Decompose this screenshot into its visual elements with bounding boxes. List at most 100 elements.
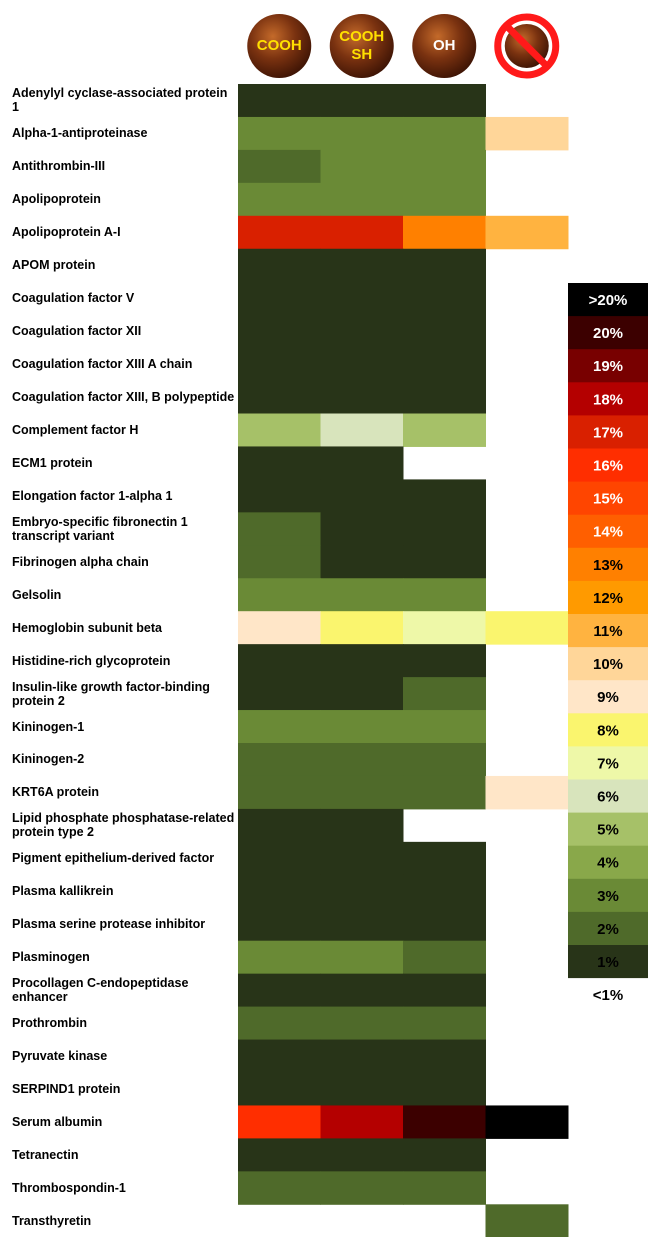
heatmap-cell [403,117,486,150]
heatmap-cell [238,809,321,842]
row-label: Thrombospondin-1 [12,1171,236,1204]
legend-label: <1% [593,987,623,1004]
row-label-box: Fibrinogen alpha chain [12,545,236,578]
heatmap-cell [321,117,404,150]
legend-label: 16% [593,457,623,474]
heatmap-cell [403,315,486,348]
row-label: Histidine-rich glycoprotein [12,644,236,677]
heatmap-cell [238,545,321,578]
row-label-box: SERPIND1 protein [12,1073,236,1106]
legend-label: 8% [597,722,619,739]
heatmap-cell [403,1105,486,1138]
heatmap-cell [403,84,486,117]
heatmap-cell [238,381,321,414]
row-label-box: Adenylyl cyclase-associated protein 1 [12,84,236,117]
legend-label: 2% [597,921,619,938]
column-label: OH [414,18,474,74]
row-label-box: Serum albumin [12,1105,236,1138]
row-label: Apolipoprotein A-I [12,216,236,249]
heatmap-cell [238,710,321,743]
row-label-box: Insulin-like growth factor-binding prote… [12,677,236,710]
legend-label: 3% [597,888,619,905]
row-label-box: KRT6A protein [12,776,236,809]
row-label: Alpha-1-antiproteinase [12,117,236,150]
row-label: APOM protein [12,249,236,282]
heatmap-cell [321,908,404,941]
row-label: Coagulation factor XIII A chain [12,348,236,381]
heatmap-cell [403,875,486,908]
heatmap-cell [403,249,486,282]
row-label-box: Complement factor H [12,414,236,447]
row-label: Fibrinogen alpha chain [12,545,236,578]
heatmap-cell [321,84,404,117]
page: COOHCOOH SHOHAdenylyl cyclase-associated… [0,0,648,1237]
heatmap-cell [403,776,486,809]
heatmap-cell [403,1007,486,1040]
heatmap-cell [321,710,404,743]
heatmap-cell [238,315,321,348]
heatmap-cell [321,1040,404,1073]
row-label-box: Antithrombin-III [12,150,236,183]
row-label: Kininogen-2 [12,743,236,776]
row-label-box: Embryo-specific fibronectin 1 transcript… [12,512,236,545]
heatmap-cell [403,743,486,776]
row-label: Lipid phosphate phosphatase-related prot… [12,809,236,842]
heatmap-chart: COOHCOOH SHOHAdenylyl cyclase-associated… [0,0,648,1237]
row-label-box: Thrombospondin-1 [12,1171,236,1204]
row-label: Procollagen C-endopeptidase enhancer [12,974,236,1007]
heatmap-cell [238,1073,321,1106]
heatmap-cell [238,941,321,974]
row-label-box: Histidine-rich glycoprotein [12,644,236,677]
heatmap-cell [403,941,486,974]
row-label-box: Coagulation factor V [12,282,236,315]
heatmap-cell [238,84,321,117]
legend-label: 10% [593,656,623,673]
heatmap-cell [321,875,404,908]
row-label: Apolipoprotein [12,183,236,216]
row-label: Plasminogen [12,941,236,974]
row-label: Pigment epithelium-derived factor [12,842,236,875]
heatmap-cell [238,512,321,545]
row-label-box: Coagulation factor XII [12,315,236,348]
row-label-box: Gelsolin [12,578,236,611]
legend-label: 1% [597,954,619,971]
heatmap-cell [321,348,404,381]
heatmap-cell [403,512,486,545]
heatmap-cell [238,117,321,150]
heatmap-cell [321,1007,404,1040]
heatmap-cell [321,974,404,1007]
heatmap-cell [321,1138,404,1171]
heatmap-cell [238,974,321,1007]
row-label-box: Apolipoprotein A-I [12,216,236,249]
heatmap-cell [238,1171,321,1204]
heatmap-cell [321,545,404,578]
row-label: Tetranectin [12,1138,236,1171]
heatmap-cell [403,150,486,183]
row-label-box: Lipid phosphate phosphatase-related prot… [12,809,236,842]
row-label: Embryo-specific fibronectin 1 transcript… [12,512,236,545]
heatmap-cell [321,677,404,710]
row-label-box: Elongation factor 1-alpha 1 [12,479,236,512]
legend-label: 19% [593,358,623,375]
heatmap-cell [238,611,321,644]
heatmap-cell [238,1105,321,1138]
row-label: Transthyretin [12,1204,236,1237]
row-label-box: Kininogen-1 [12,710,236,743]
heatmap-cell [321,578,404,611]
heatmap-cell [321,315,404,348]
legend-label: 6% [597,788,619,805]
heatmap-cell [321,249,404,282]
row-label: SERPIND1 protein [12,1073,236,1106]
heatmap-cell [486,117,569,150]
heatmap-cell [321,842,404,875]
row-label-box: Transthyretin [12,1204,236,1237]
row-label: ECM1 protein [12,446,236,479]
row-label: Serum albumin [12,1105,236,1138]
column-label-box: COOH [249,18,309,74]
heatmap-cell [403,216,486,249]
heatmap-cell [238,183,321,216]
row-label: Hemoglobin subunit beta [12,611,236,644]
row-label: Antithrombin-III [12,150,236,183]
row-label: Pyruvate kinase [12,1040,236,1073]
heatmap-cell [403,545,486,578]
